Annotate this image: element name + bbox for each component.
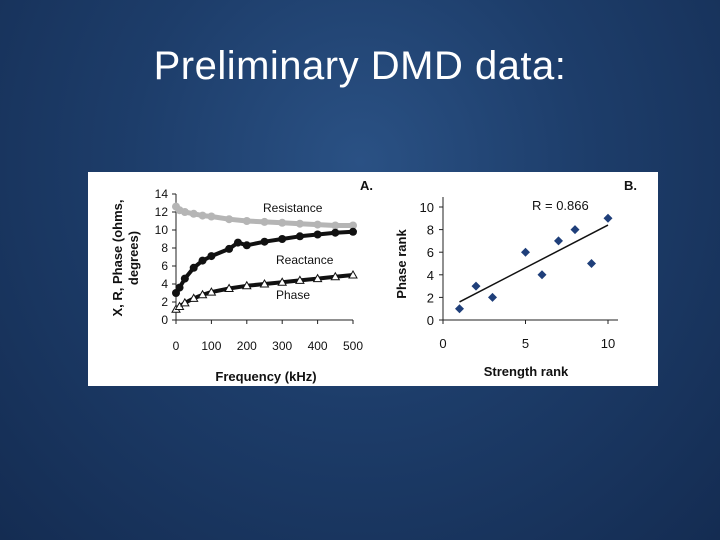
- chart-b-ytick-label: 10: [420, 200, 434, 215]
- chart-a-xtick-label: 300: [272, 339, 292, 353]
- chart-a-xtick-label: 100: [201, 339, 221, 353]
- chart-a-xlabel: Frequency (kHz): [215, 369, 316, 384]
- figure-panel: A. X, R, Phase (ohms, degrees) Frequency…: [88, 172, 658, 386]
- data-point-reactance: [189, 263, 198, 272]
- chart-a-ylabel-line1: X, R, Phase (ohms,: [110, 199, 125, 316]
- series-label-phase: Phase: [276, 288, 310, 302]
- chart-b-ytick-label: 0: [427, 313, 434, 328]
- chart-b-annotation: R = 0.866: [532, 198, 589, 213]
- data-point-rank: [521, 247, 530, 257]
- data-point-reactance: [180, 274, 189, 283]
- chart-b-ytick-label: 8: [427, 223, 434, 238]
- data-point-reactance: [198, 256, 207, 265]
- chart-a-ytick-label: 6: [161, 259, 168, 273]
- chart-frequency: A. X, R, Phase (ohms, degrees) Frequency…: [110, 178, 373, 384]
- chart-b-xtick-label: 10: [601, 336, 615, 351]
- data-point-phase: [330, 271, 341, 281]
- data-point-reactance: [225, 244, 234, 253]
- chart-a-ytick-label: 4: [161, 277, 168, 291]
- series-label-reactance: Reactance: [276, 253, 334, 267]
- data-point-resistance: [295, 219, 304, 228]
- data-point-phase: [179, 297, 190, 307]
- data-point-rank: [471, 281, 481, 291]
- data-point-phase: [277, 277, 288, 286]
- data-point-phase: [295, 275, 305, 284]
- data-point-reactance: [233, 238, 242, 247]
- data-point-phase: [188, 293, 199, 302]
- data-point-rank: [455, 304, 464, 314]
- chart-a-ytick-label: 0: [161, 313, 168, 327]
- chart-b-ytick-label: 4: [427, 268, 434, 283]
- data-point-rank: [554, 236, 563, 246]
- chart-a-xtick-label: 0: [173, 339, 180, 353]
- data-point-resistance: [180, 208, 189, 216]
- data-point-resistance: [198, 211, 207, 220]
- chart-b-ylabel: Phase rank: [394, 229, 409, 299]
- data-point-resistance: [207, 212, 216, 221]
- data-point-phase: [312, 273, 323, 283]
- data-point-reactance: [331, 228, 340, 237]
- data-point-resistance: [313, 220, 322, 229]
- chart-b-trendline: [459, 224, 609, 303]
- data-point-phase: [206, 287, 217, 296]
- data-point-resistance: [242, 217, 251, 225]
- data-point-reactance: [260, 237, 269, 246]
- chart-b-ytick-label: 2: [427, 290, 434, 305]
- chart-a-xtick-label: 500: [343, 339, 363, 353]
- data-point-reactance: [175, 283, 184, 292]
- data-point-resistance: [225, 215, 234, 224]
- data-point-reactance: [295, 232, 304, 241]
- data-point-rank: [603, 213, 613, 223]
- data-point-rank: [587, 259, 596, 268]
- data-point-reactance: [278, 235, 287, 243]
- data-point-rank: [488, 292, 497, 302]
- chart-a-ylabel-line2: degrees): [126, 231, 141, 285]
- data-point-phase: [259, 278, 270, 288]
- data-point-resistance: [260, 217, 269, 226]
- chart-a-ytick-label: 2: [161, 295, 168, 309]
- data-point-rank: [537, 270, 547, 280]
- chart-a-ytick-label: 12: [155, 205, 169, 219]
- data-point-reactance: [313, 230, 322, 239]
- data-point-phase: [224, 283, 234, 292]
- data-point-resistance: [189, 209, 198, 218]
- data-point-phase: [348, 269, 358, 279]
- data-point-resistance: [349, 221, 357, 230]
- slide-title: Preliminary DMD data:: [153, 44, 567, 88]
- chart-b-xlabel: Strength rank: [484, 364, 569, 379]
- data-point-resistance: [278, 218, 287, 227]
- chart-b-xtick-label: 5: [522, 336, 529, 351]
- chart-b-xtick-label: 0: [439, 336, 446, 351]
- chart-rank: B. Phase rank Strength rank R = 0.866 0 2…: [394, 178, 637, 379]
- chart-a-xtick-label: 200: [237, 339, 257, 353]
- chart-b-panel-label: B.: [624, 178, 637, 193]
- data-point-phase: [197, 289, 208, 299]
- chart-a-ytick-label: 8: [161, 241, 168, 255]
- chart-b-ytick-label: 6: [427, 245, 434, 260]
- figure-svg: A. X, R, Phase (ohms, degrees) Frequency…: [110, 178, 637, 384]
- chart-a-ytick-label: 14: [155, 187, 169, 201]
- data-point-reactance: [242, 241, 251, 250]
- chart-a-xtick-label: 400: [308, 339, 328, 353]
- chart-a-ytick-label: 10: [155, 223, 169, 237]
- series-label-resistance: Resistance: [263, 201, 323, 215]
- data-point-reactance: [349, 227, 357, 236]
- data-point-resistance: [331, 221, 340, 230]
- chart-a-panel-label: A.: [360, 178, 373, 193]
- data-point-reactance: [207, 252, 216, 261]
- data-point-rank: [570, 225, 580, 235]
- data-point-phase: [241, 280, 252, 290]
